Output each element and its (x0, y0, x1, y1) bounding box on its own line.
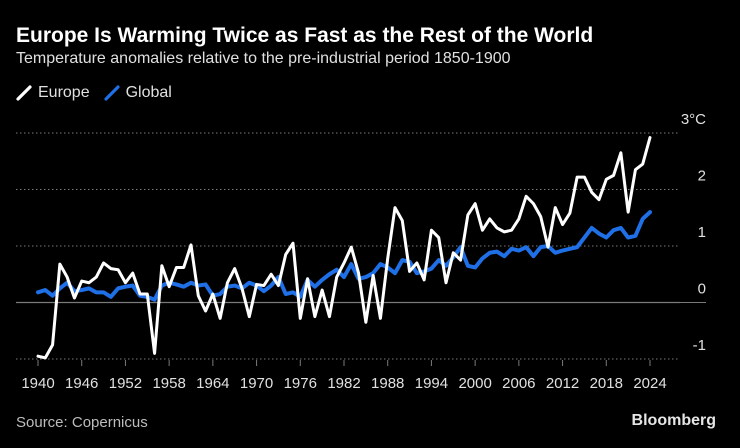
source-note: Source: Copernicus (16, 414, 148, 431)
series-line-europe (36, 136, 652, 360)
bloomberg-logo: Bloomberg (631, 412, 716, 429)
x-tick-label-9: 1994 (415, 375, 448, 392)
y-tick-label-2: 1 (698, 224, 706, 241)
y-tick-label-1: 0 (698, 281, 706, 298)
x-tick-label-3: 1958 (152, 375, 185, 392)
legend-item-europe: Europe (16, 84, 90, 102)
legend-swatch-global (103, 85, 120, 101)
x-tick-label-14: 2024 (633, 375, 666, 392)
x-tick-label-4: 1964 (196, 375, 229, 392)
x-tick-label-5: 1970 (240, 375, 273, 392)
legend-label-europe: Europe (38, 84, 90, 101)
chart-legend: Europe Global (16, 84, 172, 102)
x-axis-ticks: 1940 1946 1952 1958 1964 1970 1976 1982 1988 1994… (21, 360, 667, 392)
y-axis-ticks: -1 0 1 2 3°C (681, 111, 706, 354)
legend-label-global: Global (125, 84, 172, 101)
x-tick-label-6: 1976 (284, 375, 317, 392)
x-tick-label-2: 1952 (109, 375, 142, 392)
legend-item-global: Global (103, 84, 172, 102)
x-tick-label-11: 2006 (502, 375, 535, 392)
x-tick-label-10: 2000 (458, 375, 491, 392)
x-tick-label-8: 1988 (371, 375, 404, 392)
chart-title: Europe Is Warming Twice as Fast as the R… (16, 24, 594, 47)
x-tick-label-13: 2018 (590, 375, 623, 392)
x-tick-label-1: 1946 (65, 375, 98, 392)
series-line-global (36, 210, 652, 302)
legend-swatch-europe (16, 85, 32, 101)
y-tick-label-4: 3°C (681, 111, 706, 128)
x-tick-label-7: 1982 (327, 375, 360, 392)
x-tick-label-12: 2012 (546, 375, 579, 392)
x-tick-label-0: 1940 (21, 375, 54, 392)
series-lines (36, 136, 652, 360)
chart-subtitle: Temperature anomalies relative to the pr… (16, 50, 511, 67)
y-tick-label-3: 2 (698, 168, 706, 185)
y-tick-label-0: -1 (693, 337, 706, 354)
grid-lines (16, 132, 706, 360)
